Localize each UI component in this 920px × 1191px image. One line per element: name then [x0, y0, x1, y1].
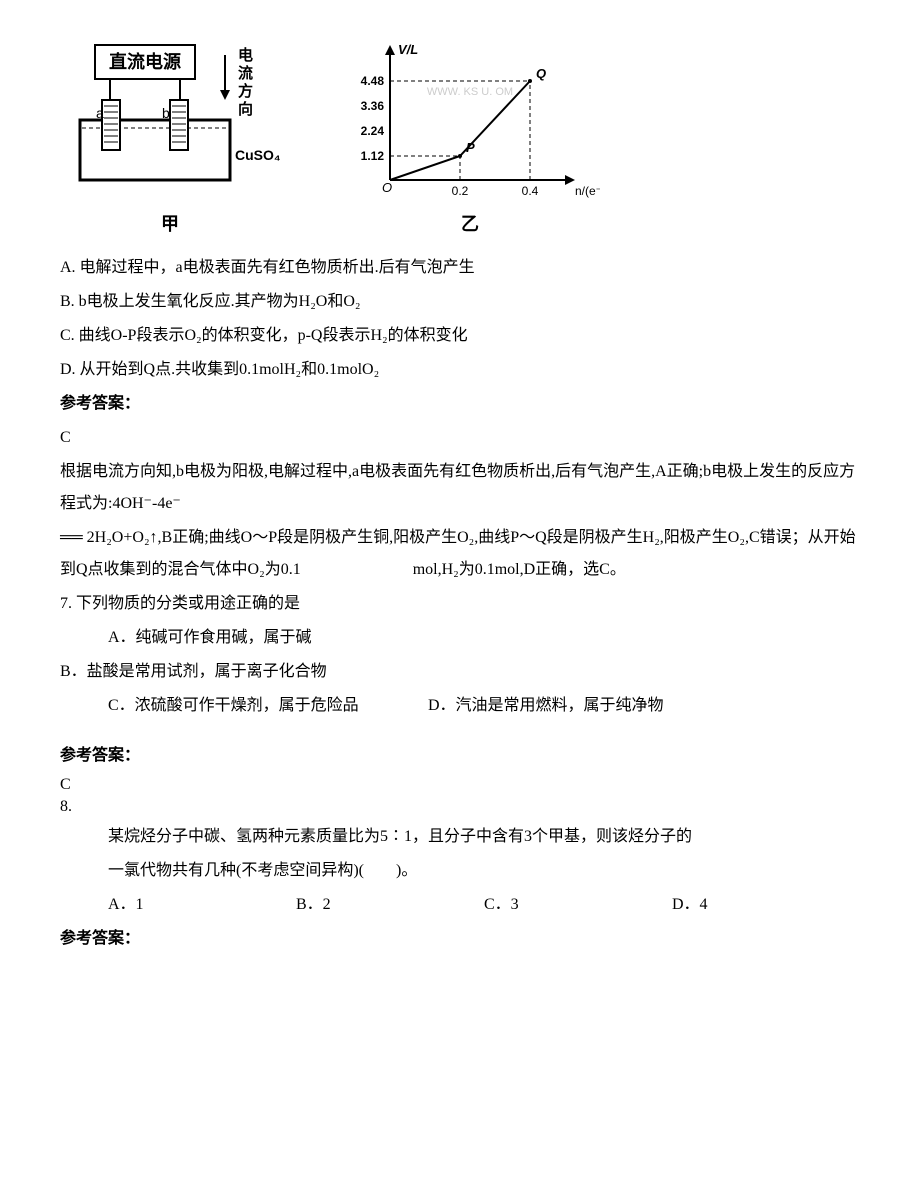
q7-option-a: A．纯碱可作食用碱，属于碱: [60, 622, 860, 654]
electrode-a-label: a: [96, 105, 104, 121]
diagram-jia-svg: 直流电源 a b: [60, 40, 280, 200]
x-axis-label: n/(e⁻)/mol: [575, 184, 600, 198]
figure-row: 直流电源 a b: [60, 40, 860, 242]
q8-number: 8.: [60, 796, 860, 818]
diagram-jia-label: 甲: [161, 206, 179, 242]
svg-text:流: 流: [238, 64, 253, 82]
q7-q8-block: C 8.: [60, 774, 860, 819]
q7-options-cd: C．浓硫酸可作干燥剂，属于危险品 D．汽油是常用燃料，属于纯净物: [60, 690, 860, 722]
q8-answer-label: 参考答案：: [60, 923, 860, 955]
q8-option-b: B．2: [296, 889, 484, 921]
y-axis-label: V/L: [398, 42, 418, 57]
power-label: 直流电源: [109, 51, 181, 72]
svg-text:方: 方: [238, 82, 253, 100]
svg-text:0.4: 0.4: [522, 184, 539, 198]
q7-option-b: B．盐酸是常用试剂，属于离子化合物: [60, 656, 860, 688]
q8-option-a: A．1: [108, 889, 296, 921]
q8-stem-2: 一氯代物共有几种(不考虑空间异构)( )。: [60, 855, 860, 887]
point-p: P: [466, 140, 475, 155]
solution-label: CuSO₄溶液: [235, 147, 280, 163]
q8-stem-1: 某烷烃分子中碳、氢两种元素质量比为5∶1，且分子中含有3个甲基，则该烃分子的: [60, 821, 860, 853]
chart-origin: O: [382, 180, 392, 195]
svg-text:电: 电: [238, 46, 253, 64]
q6-option-b: B. b电极上发生氧化反应.其产物为H₂O和O₂: [60, 286, 860, 318]
svg-text:3.36: 3.36: [361, 99, 385, 113]
q6-explanation-2: ══ 2H₂O+O₂↑,B正确;曲线O～P段是阴极产生铜,阳极产生O₂,曲线P～…: [60, 522, 860, 586]
svg-text:1.12: 1.12: [361, 149, 385, 163]
q6-option-d: D. 从开始到Q点.共收集到0.1molH₂和0.1molO₂: [60, 354, 860, 386]
svg-text:2.24: 2.24: [361, 124, 385, 138]
svg-text:4.48: 4.48: [361, 74, 385, 88]
point-q: Q: [536, 66, 546, 81]
q8-option-d: D．4: [672, 889, 860, 921]
svg-text:向: 向: [238, 100, 253, 118]
svg-text:0.2: 0.2: [452, 184, 469, 198]
q8-options-row: A．1 B．2 C．3 D．4: [60, 889, 860, 921]
q6-answer-letter: C: [60, 422, 860, 454]
q6-option-c: C. 曲线O-P段表示O₂的体积变化，p-Q段表示H₂的体积变化: [60, 320, 860, 352]
q6-option-a: A. 电解过程中，a电极表面先有红色物质析出.后有气泡产生: [60, 252, 860, 284]
q8-option-c: C．3: [484, 889, 672, 921]
q7-stem: 7. 下列物质的分类或用途正确的是: [60, 588, 860, 620]
q7-option-d: D．汽油是常用燃料，属于纯净物: [428, 690, 664, 722]
q7-option-c: C．浓硫酸可作干燥剂，属于危险品: [108, 690, 428, 722]
electrode-b-label: b: [162, 105, 170, 121]
q6-answer-label: 参考答案：: [60, 388, 860, 420]
chart-watermark: WWW. KS U. OM: [427, 86, 513, 98]
q7-answer-letter: C: [60, 774, 860, 796]
chart-yi-svg: WWW. KS U. OM V/L 1.12 2.24 3.36 4.48 0.…: [340, 40, 600, 200]
q7-answer-label: 参考答案：: [60, 740, 860, 772]
q6-explanation-1: 根据电流方向知,b电极为阳极,电解过程中,a电极表面先有红色物质析出,后有气泡产…: [60, 456, 860, 520]
chart-yi-label: 乙: [461, 206, 479, 242]
chart-yi-block: WWW. KS U. OM V/L 1.12 2.24 3.36 4.48 0.…: [340, 40, 600, 242]
diagram-jia-block: 直流电源 a b: [60, 40, 280, 242]
